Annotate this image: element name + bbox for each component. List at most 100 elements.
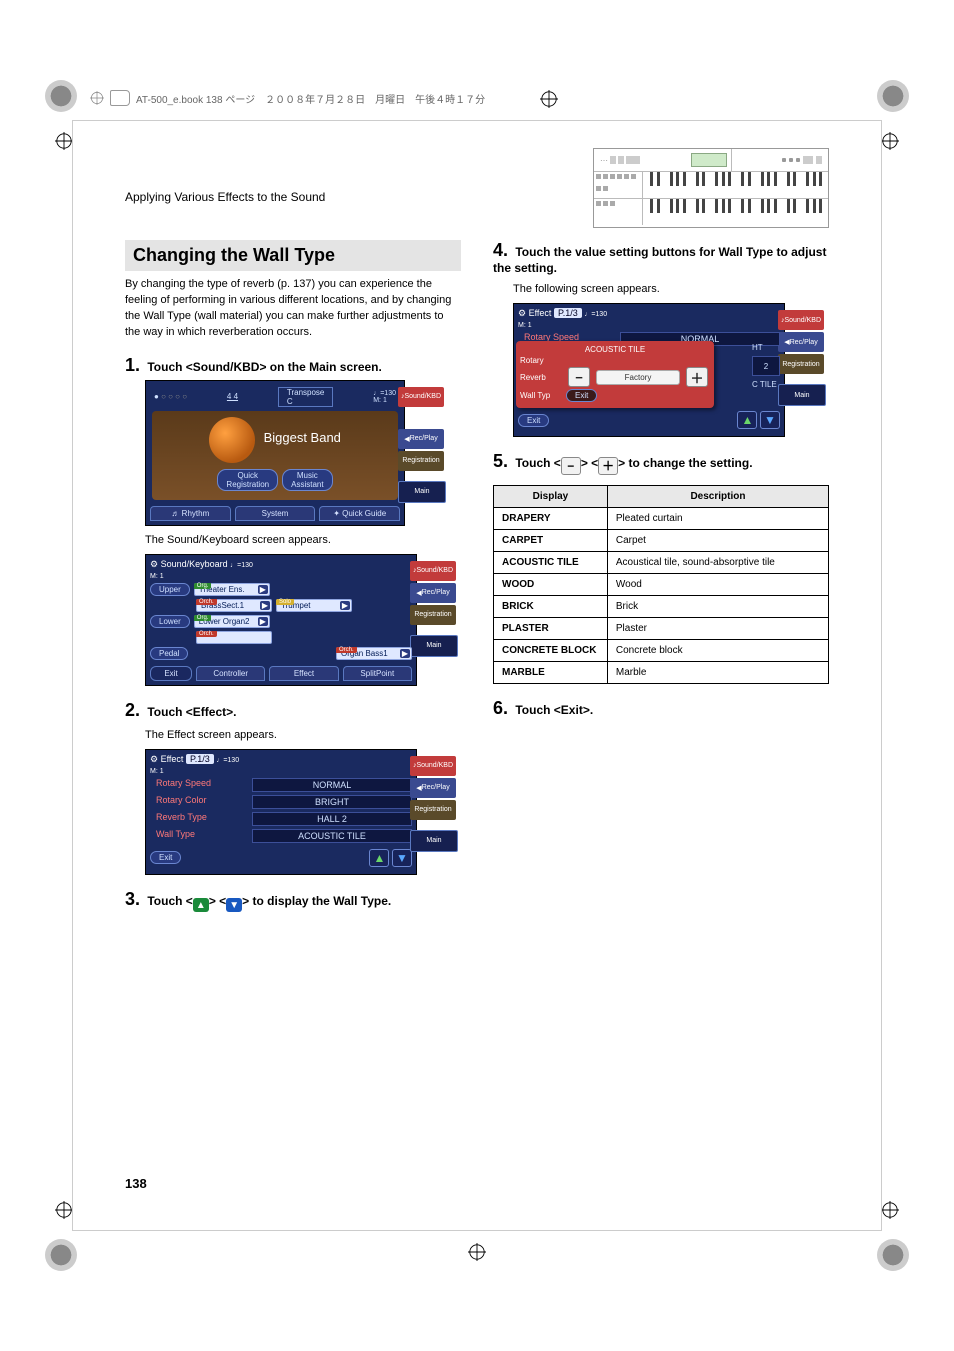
table-row: PLASTERPlaster xyxy=(494,618,829,640)
voice-lower-org[interactable]: Org.Lower Organ2▶ xyxy=(194,615,270,628)
screen-title: Sound/Keyboard xyxy=(161,559,228,569)
step-text: Touch <▲> <▼> to display the Wall Type. xyxy=(147,894,391,908)
minus-icon: − xyxy=(561,457,581,475)
rec-play-tab[interactable]: ◀ Rec/Play xyxy=(398,429,444,449)
rec-play-tab[interactable]: ◀ Rec/Play xyxy=(410,583,456,603)
plus-button[interactable]: ＋ xyxy=(686,367,708,387)
main-tab[interactable]: Main xyxy=(410,830,458,852)
page-indicator: P.1/3 xyxy=(554,308,582,318)
minus-button[interactable]: − xyxy=(568,367,590,387)
rec-play-tab[interactable]: ◀ Rec/Play xyxy=(778,332,824,352)
page-down-button[interactable]: ▼ xyxy=(392,849,412,867)
step-5: 5. Touch <−> <＋> to change the setting. xyxy=(493,451,829,475)
page-up-button[interactable]: ▲ xyxy=(737,411,757,429)
sound-keyboard-shot: ♪ Sound/KBD ◀ Rec/Play Registration Main… xyxy=(145,554,417,686)
step-4: 4. Touch the value setting buttons for W… xyxy=(493,240,829,275)
sound-kbd-tab[interactable]: ♪ Sound/KBD xyxy=(398,387,444,407)
rhythm-tab[interactable]: ♬ Rhythm xyxy=(150,506,231,521)
music-assistant-button[interactable]: Music Assistant xyxy=(282,469,332,491)
step-number: 4. xyxy=(493,240,508,260)
book-header-text: AT-500_e.book 138 ページ ２００８年７月２８日 月曜日 午後４… xyxy=(136,91,485,106)
table-header: Display xyxy=(494,486,608,508)
main-tab[interactable]: Main xyxy=(410,635,458,657)
wall-type-table: Display Description DRAPERYPleated curta… xyxy=(493,485,829,684)
step-1: 1. Touch <Sound/KBD> on the Main screen. xyxy=(125,355,461,376)
time-signature: 4 4 xyxy=(227,392,238,401)
down-triangle-icon: ▼ xyxy=(226,898,242,912)
system-tab[interactable]: System xyxy=(235,506,316,521)
crop-mark xyxy=(45,1239,77,1271)
rhythm-dial[interactable] xyxy=(209,417,255,463)
main-tab[interactable]: Main xyxy=(398,481,446,503)
registration-mark xyxy=(468,1243,486,1261)
voice-upper-org[interactable]: Org.Theater Ens.▶ xyxy=(194,583,270,596)
page: AT-500_e.book 138 ページ ２００８年７月２８日 月曜日 午後４… xyxy=(0,0,954,1351)
page-down-button[interactable]: ▼ xyxy=(760,411,780,429)
effect-row[interactable]: Wall TypeACOUSTIC TILE xyxy=(150,829,412,843)
quick-registration-button[interactable]: Quick Registration xyxy=(217,469,278,491)
popup-current-value: ACOUSTIC TILE xyxy=(520,345,710,354)
table-row: ACOUSTIC TILEAcoustical tile, sound-abso… xyxy=(494,552,829,574)
screen-title: Effect xyxy=(161,754,184,764)
rhythm-name: Biggest Band xyxy=(264,430,341,445)
crop-mark xyxy=(45,80,77,112)
exit-button[interactable]: Exit xyxy=(150,666,192,681)
effect-tab[interactable]: Effect xyxy=(269,666,338,681)
voice-lower-orch[interactable]: Orch. xyxy=(196,631,272,644)
page-up-button[interactable]: ▲ xyxy=(369,849,389,867)
factory-button[interactable]: Factory xyxy=(596,370,680,385)
controller-tab[interactable]: Controller xyxy=(196,666,265,681)
main-screen-shot: ♪ Sound/KBD ◀ Rec/Play Registration Main… xyxy=(145,380,405,526)
voice-upper-solo[interactable]: SoloTrumpet▶ xyxy=(276,599,352,612)
registration-tab[interactable]: Registration xyxy=(410,605,456,625)
registration-tab[interactable]: Registration xyxy=(398,451,444,471)
book-icon xyxy=(110,90,130,106)
popup-exit-button[interactable]: Exit xyxy=(566,389,597,402)
sound-kbd-tab[interactable]: ♪ Sound/KBD xyxy=(778,310,824,330)
table-header: Description xyxy=(607,486,828,508)
main-tab[interactable]: Main xyxy=(778,384,826,406)
exit-button[interactable]: Exit xyxy=(518,414,549,427)
pedal-button[interactable]: Pedal xyxy=(150,647,188,660)
caption: The Effect screen appears. xyxy=(145,729,461,741)
registration-tab[interactable]: Registration xyxy=(778,354,824,374)
splitpoint-tab[interactable]: SplitPoint xyxy=(343,666,412,681)
registration-mark xyxy=(881,132,899,150)
step-number: 1. xyxy=(125,355,140,375)
registration-mark xyxy=(881,1201,899,1219)
digit-value: 2 xyxy=(752,356,780,376)
intro-paragraph: By changing the type of reverb (p. 137) … xyxy=(125,277,461,341)
upper-button[interactable]: Upper xyxy=(150,583,190,596)
exit-button[interactable]: Exit xyxy=(150,851,181,864)
page-number: 138 xyxy=(125,1176,147,1191)
registration-mark xyxy=(55,1201,73,1219)
voice-pedal-orch[interactable]: Orch.Organ Bass1▶ xyxy=(336,647,412,660)
book-header: AT-500_e.book 138 ページ ２００８年７月２８日 月曜日 午後４… xyxy=(90,90,485,106)
step-text: Touch <Sound/KBD> on the Main screen. xyxy=(147,360,381,374)
rec-play-tab[interactable]: ◀ Rec/Play xyxy=(410,778,456,798)
effect-row[interactable]: Rotary ColorBRIGHT xyxy=(150,795,412,809)
sound-kbd-tab[interactable]: ♪ Sound/KBD xyxy=(410,756,456,776)
screen-title: Effect xyxy=(529,308,552,318)
crop-mark xyxy=(877,1239,909,1271)
effect-row[interactable]: Reverb TypeHALL 2 xyxy=(150,812,412,826)
step-2: 2. Touch <Effect>. xyxy=(125,700,461,721)
registration-tab[interactable]: Registration xyxy=(410,800,456,820)
step-6: 6. Touch <Exit>. xyxy=(493,698,829,719)
sound-kbd-tab[interactable]: ♪ Sound/KBD xyxy=(410,561,456,581)
effect-row[interactable]: Rotary SpeedNORMAL xyxy=(150,778,412,792)
step-text: Touch <−> <＋> to change the setting. xyxy=(515,456,752,470)
heading: Changing the Wall Type xyxy=(125,240,461,271)
effect-popup-shot: ♪ Sound/KBD ◀ Rec/Play Registration Main… xyxy=(513,303,785,437)
quick-guide-tab[interactable]: ✦ Quick Guide xyxy=(319,506,400,521)
table-row: CONCRETE BLOCKConcrete block xyxy=(494,640,829,662)
effect-screen-shot: ♪ Sound/KBD ◀ Rec/Play Registration Main… xyxy=(145,749,417,875)
section-breadcrumb: Applying Various Effects to the Sound xyxy=(125,190,829,204)
step-text: Touch <Effect>. xyxy=(147,705,236,719)
plus-icon: ＋ xyxy=(598,457,618,475)
lower-button[interactable]: Lower xyxy=(150,615,190,628)
registration-mark xyxy=(55,132,73,150)
step-number: 6. xyxy=(493,698,508,718)
table-row: WOODWood xyxy=(494,574,829,596)
voice-upper-orch[interactable]: Orch.BrassSect.1▶ xyxy=(196,599,272,612)
